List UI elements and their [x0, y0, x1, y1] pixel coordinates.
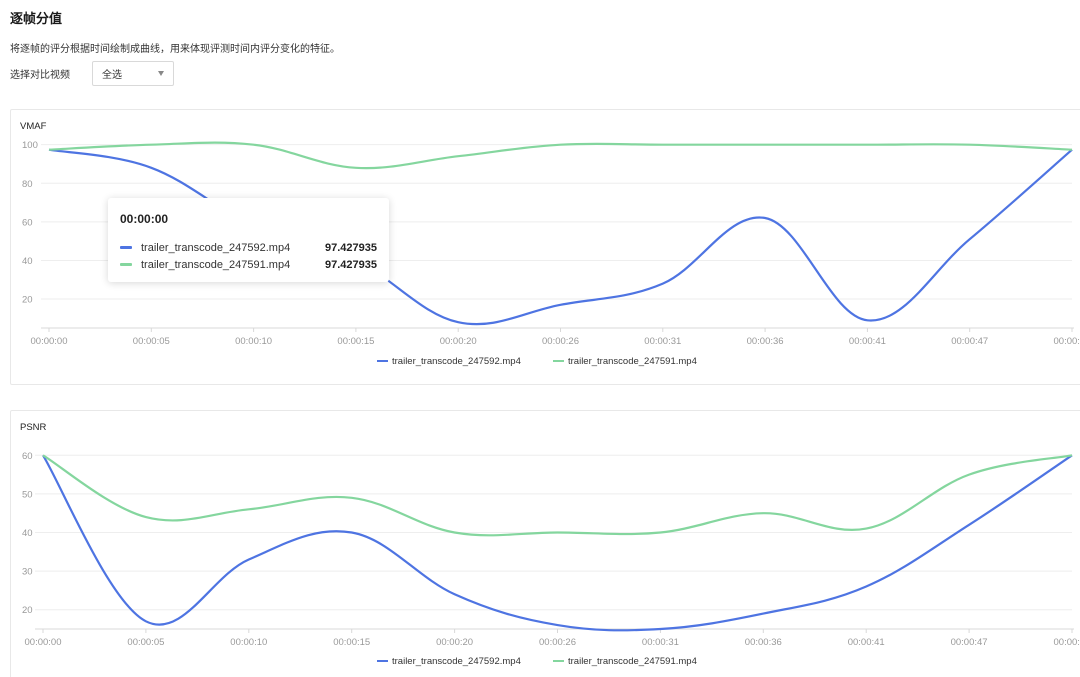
- y-tick-label: 40: [22, 528, 33, 539]
- x-tick-label: 00:00:53: [1054, 336, 1080, 347]
- x-tick-label: 00:00:15: [337, 336, 374, 347]
- y-tick-label: 20: [22, 605, 33, 616]
- x-tick-label: 00:00:00: [25, 637, 62, 648]
- tooltip-series-value: 97.427935: [325, 241, 377, 254]
- x-tick-label: 00:00:05: [133, 336, 170, 347]
- x-tick-label: 00:00:10: [235, 336, 272, 347]
- x-tick-label: 00:00:36: [747, 336, 784, 347]
- chart-tooltip: 00:00:00 trailer_transcode_247592.mp4 97…: [108, 198, 389, 282]
- y-tick-label: 50: [22, 489, 33, 500]
- series-line: [48, 141, 1073, 170]
- y-tick-label: 40: [22, 256, 33, 267]
- x-tick-label: 00:00:41: [848, 637, 885, 648]
- tooltip-series-name: trailer_transcode_247591.mp4: [141, 258, 291, 271]
- legend-item[interactable]: trailer_transcode_247592.mp4: [392, 656, 521, 667]
- y-tick-label: 30: [22, 567, 33, 578]
- tooltip-swatch: [120, 263, 132, 266]
- y-tick-label: 60: [22, 451, 33, 462]
- x-tick-label: 00:00:10: [230, 637, 267, 648]
- compare-select-value: 全选: [102, 69, 122, 81]
- tooltip-row: trailer_transcode_247591.mp4 97.427935: [120, 256, 377, 273]
- compare-video-select[interactable]: 全选: [92, 60, 174, 86]
- chart-title: PSNR: [20, 422, 47, 433]
- x-tick-label: 00:00:31: [642, 637, 679, 648]
- page-description: 将逐帧的评分根据时间绘制成曲线，用来体现评测时间内评分变化的特征。: [10, 44, 340, 55]
- legend-item[interactable]: trailer_transcode_247591.mp4: [568, 356, 697, 367]
- x-tick-label: 00:00:26: [542, 336, 579, 347]
- legend-item[interactable]: trailer_transcode_247592.mp4: [392, 356, 521, 367]
- tooltip-swatch: [120, 246, 132, 249]
- x-tick-label: 00:00:47: [951, 637, 988, 648]
- tooltip-series-name: trailer_transcode_247592.mp4: [141, 241, 291, 254]
- y-tick-label: 60: [22, 217, 33, 228]
- vmaf-chart-card: VMAF 20 40 60 80 100 00:00:00 00:00:05 00:00:10…: [10, 109, 1080, 385]
- psnr-chart: 20 30 40 50 60 00:00:00 00:00:05 00:00:10 00:00:…: [22, 451, 1080, 667]
- tooltip-time: 00:00:00: [120, 212, 169, 226]
- tooltip-series-value: 97.427935: [325, 258, 377, 271]
- page-title: 逐帧分值: [10, 11, 63, 26]
- series-line: [42, 454, 1073, 537]
- x-tick-label: 00:00:20: [440, 336, 477, 347]
- x-tick-label: 00:00:05: [127, 637, 164, 648]
- chart-title: VMAF: [20, 121, 47, 132]
- y-tick-label: 20: [22, 295, 33, 306]
- x-tick-label: 00:00:26: [539, 637, 576, 648]
- x-tick-label: 00:00:47: [951, 336, 988, 347]
- x-tick-label: 00:00:53: [1054, 637, 1080, 648]
- chevron-down-icon: [158, 70, 164, 76]
- x-tick-label: 00:00:31: [644, 336, 681, 347]
- x-tick-label: 00:00:15: [333, 637, 370, 648]
- x-tick-label: 00:00:00: [31, 336, 68, 347]
- legend-item[interactable]: trailer_transcode_247591.mp4: [568, 656, 697, 667]
- compare-select-row: 选择对比视频 全选: [10, 60, 174, 86]
- x-tick-label: 00:00:20: [436, 637, 473, 648]
- psnr-chart-card: PSNR 20 30 40 50 60 00:00:00 00:00:05 00:00:10 0…: [10, 410, 1080, 677]
- y-tick-label: 80: [22, 179, 33, 190]
- series-line: [42, 454, 1073, 632]
- x-tick-label: 00:00:36: [745, 637, 782, 648]
- tooltip-row: trailer_transcode_247592.mp4 97.427935: [120, 239, 377, 256]
- compare-select-label: 选择对比视频: [10, 69, 70, 81]
- x-tick-label: 00:00:41: [849, 336, 886, 347]
- y-tick-label: 100: [22, 140, 38, 151]
